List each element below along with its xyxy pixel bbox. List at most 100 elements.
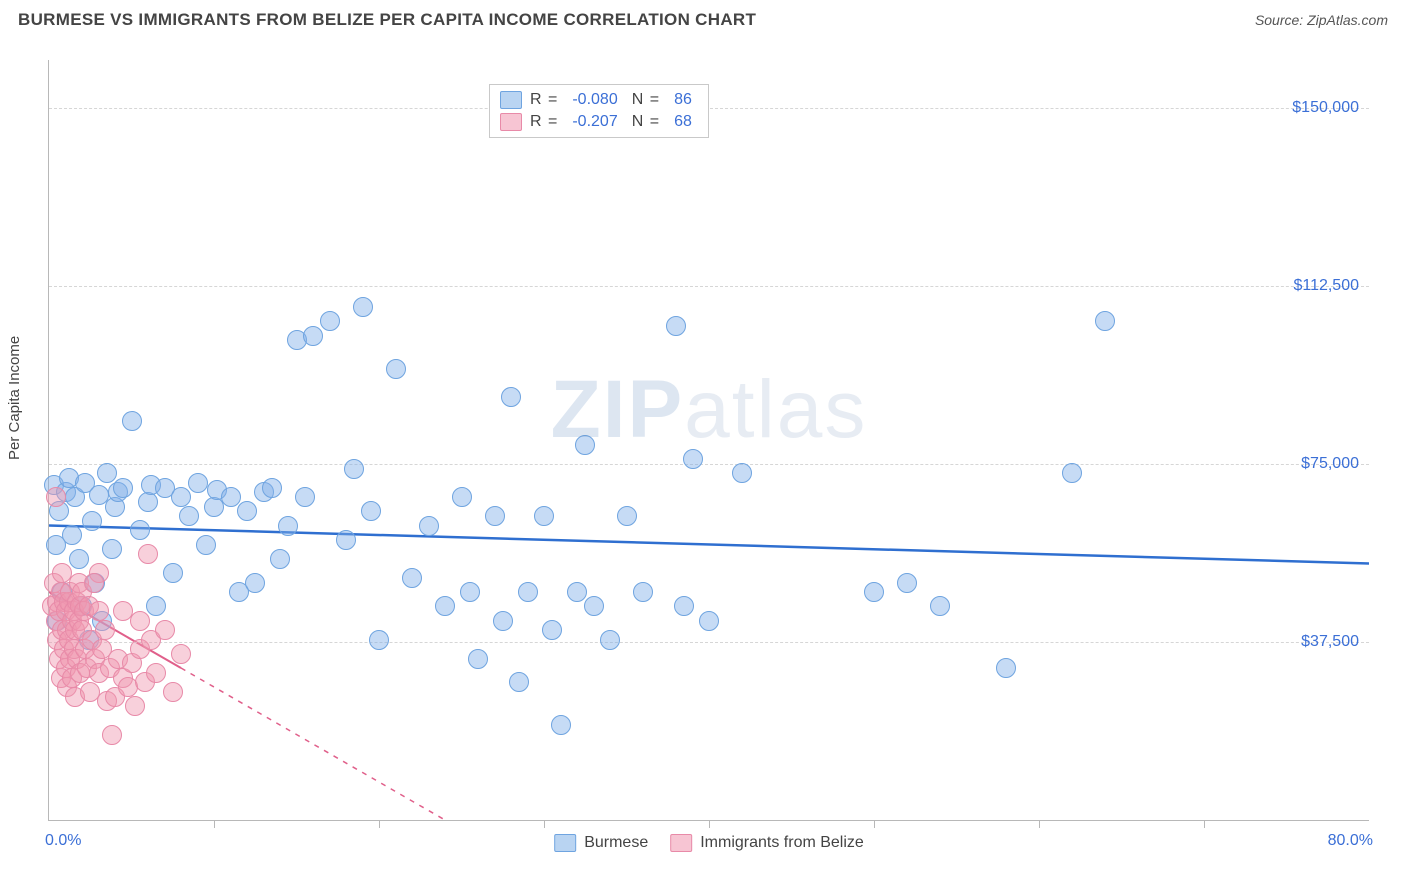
scatter-point-a — [303, 326, 323, 346]
scatter-point-a — [732, 463, 752, 483]
r-value-a: -0.080 — [572, 91, 617, 109]
n-label: N = — [632, 113, 660, 131]
scatter-point-a — [419, 516, 439, 536]
scatter-point-a — [460, 582, 480, 602]
scatter-point-a — [468, 649, 488, 669]
scatter-point-b — [163, 682, 183, 702]
scatter-point-a — [344, 459, 364, 479]
scatter-point-a — [633, 582, 653, 602]
scatter-point-b — [146, 663, 166, 683]
scatter-point-a — [113, 478, 133, 498]
scatter-point-b — [46, 487, 66, 507]
gridline-h — [49, 108, 1369, 109]
chart-container: Per Capita Income ZIPatlas R = -0.080 N … — [0, 40, 1406, 892]
scatter-point-a — [188, 473, 208, 493]
y-tick-label: $150,000 — [1284, 99, 1359, 117]
y-tick-label: $37,500 — [1293, 633, 1359, 651]
scatter-point-a — [163, 563, 183, 583]
scatter-point-a — [493, 611, 513, 631]
scatter-point-a — [336, 530, 356, 550]
y-axis-label: Per Capita Income — [6, 336, 23, 460]
n-label: N = — [632, 91, 660, 109]
scatter-point-a — [262, 478, 282, 498]
scatter-point-a — [674, 596, 694, 616]
scatter-point-a — [1062, 463, 1082, 483]
x-tick — [214, 820, 215, 828]
scatter-point-a — [518, 582, 538, 602]
x-tick — [544, 820, 545, 828]
scatter-point-a — [699, 611, 719, 631]
scatter-point-a — [534, 506, 554, 526]
scatter-point-a — [897, 573, 917, 593]
scatter-point-a — [575, 435, 595, 455]
n-value-a: 86 — [674, 91, 692, 109]
scatter-point-a — [361, 501, 381, 521]
x-tick — [874, 820, 875, 828]
watermark-rest: atlas — [684, 364, 867, 455]
scatter-point-a — [270, 549, 290, 569]
scatter-point-a — [82, 511, 102, 531]
x-tick — [379, 820, 380, 828]
scatter-point-a — [485, 506, 505, 526]
scatter-point-a — [353, 297, 373, 317]
scatter-point-a — [930, 596, 950, 616]
scatter-point-a — [567, 582, 587, 602]
legend-item-burmese: Burmese — [554, 834, 648, 852]
scatter-point-a — [146, 596, 166, 616]
legend-label-burmese: Burmese — [584, 834, 648, 852]
scatter-point-a — [584, 596, 604, 616]
scatter-point-a — [130, 520, 150, 540]
scatter-point-a — [864, 582, 884, 602]
source-label: Source: ZipAtlas.com — [1255, 12, 1388, 28]
scatter-point-a — [683, 449, 703, 469]
scatter-point-a — [278, 516, 298, 536]
scatter-point-a — [509, 672, 529, 692]
scatter-point-a — [386, 359, 406, 379]
legend-item-belize: Immigrants from Belize — [670, 834, 864, 852]
scatter-point-a — [62, 525, 82, 545]
scatter-point-a — [369, 630, 389, 650]
x-tick — [1204, 820, 1205, 828]
trend-lines — [49, 60, 1369, 820]
scatter-point-b — [130, 611, 150, 631]
gridline-h — [49, 286, 1369, 287]
n-value-b: 68 — [674, 113, 692, 131]
legend-row-a: R = -0.080 N = 86 — [500, 89, 698, 111]
scatter-point-a — [320, 311, 340, 331]
scatter-point-b — [102, 725, 122, 745]
watermark: ZIPatlas — [551, 363, 868, 457]
scatter-point-a — [221, 487, 241, 507]
scatter-point-b — [171, 644, 191, 664]
scatter-point-a — [69, 549, 89, 569]
plot-area: ZIPatlas R = -0.080 N = 86 R = -0.207 N … — [48, 60, 1369, 821]
y-tick-label: $75,000 — [1293, 455, 1359, 473]
x-tick — [709, 820, 710, 828]
scatter-point-a — [501, 387, 521, 407]
scatter-point-a — [122, 411, 142, 431]
scatter-point-a — [237, 501, 257, 521]
correlation-legend: R = -0.080 N = 86 R = -0.207 N = 68 — [489, 84, 709, 138]
scatter-point-a — [452, 487, 472, 507]
x-max-label: 80.0% — [1328, 832, 1373, 850]
scatter-point-a — [245, 573, 265, 593]
chart-title: BURMESE VS IMMIGRANTS FROM BELIZE PER CA… — [18, 10, 756, 30]
legend-swatch-belize — [500, 113, 522, 131]
scatter-point-a — [551, 715, 571, 735]
legend-label-belize: Immigrants from Belize — [700, 834, 864, 852]
watermark-bold: ZIP — [551, 364, 685, 455]
scatter-point-a — [617, 506, 637, 526]
y-tick-label: $112,500 — [1285, 277, 1359, 295]
scatter-point-b — [155, 620, 175, 640]
legend-swatch-icon — [670, 834, 692, 852]
scatter-point-a — [996, 658, 1016, 678]
x-min-label: 0.0% — [45, 832, 81, 850]
x-tick — [1039, 820, 1040, 828]
scatter-point-a — [97, 463, 117, 483]
gridline-h — [49, 464, 1369, 465]
legend-row-b: R = -0.207 N = 68 — [500, 111, 698, 133]
legend-swatch-icon — [554, 834, 576, 852]
series-legend: Burmese Immigrants from Belize — [554, 834, 864, 852]
scatter-point-a — [542, 620, 562, 640]
scatter-point-a — [402, 568, 422, 588]
scatter-point-b — [95, 620, 115, 640]
